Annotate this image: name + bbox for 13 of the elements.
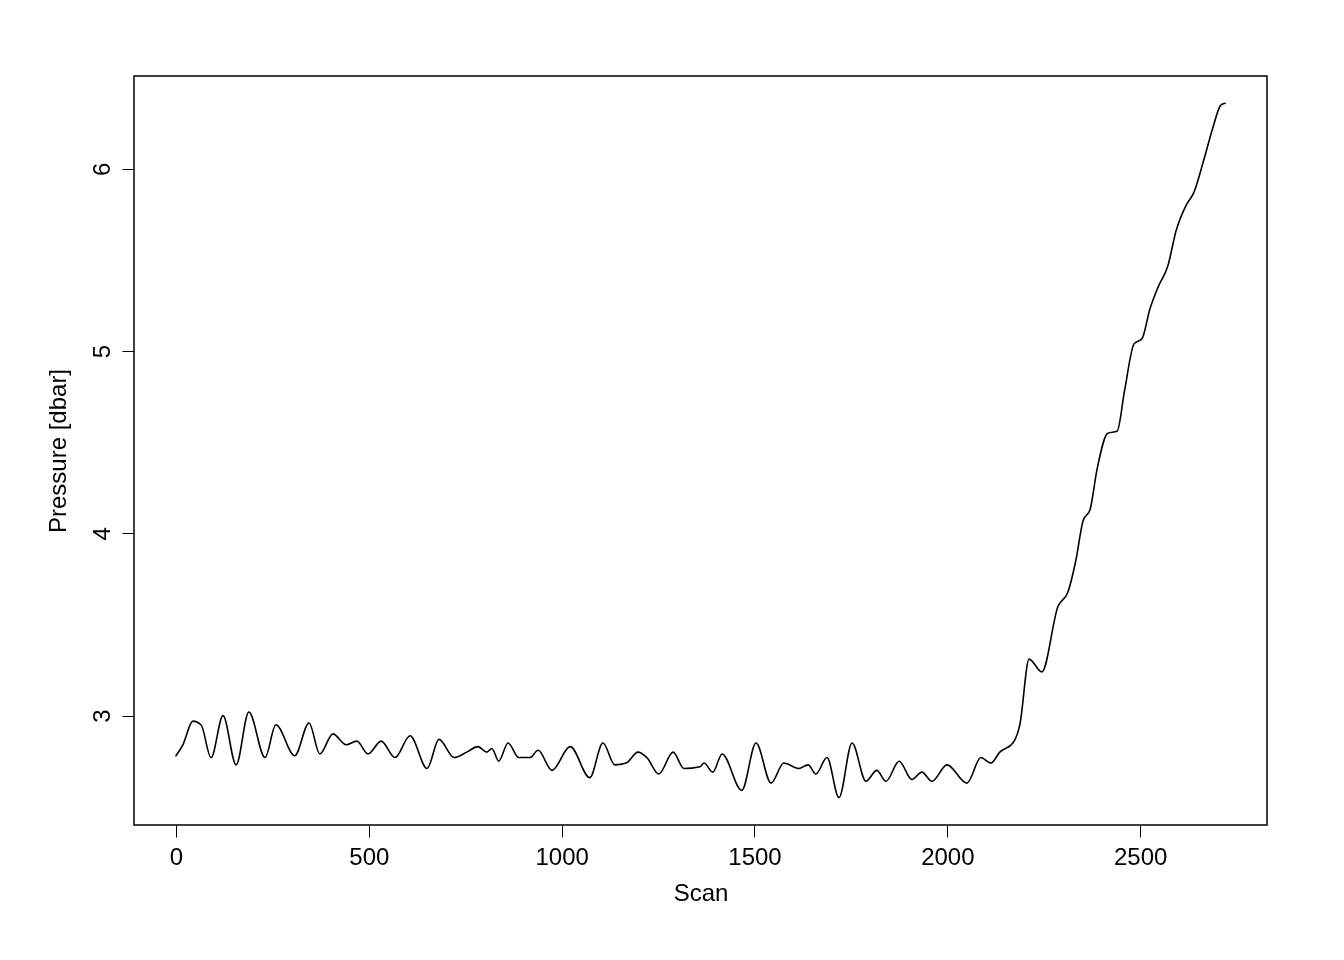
x-tick-label: 500 (349, 842, 390, 870)
y-tick-label: 4 (87, 527, 115, 541)
y-axis-title: Pressure [dbar] (43, 368, 71, 534)
x-tick-label: 2500 (1113, 842, 1168, 870)
y-tick-label: 6 (87, 162, 115, 177)
x-tick-label: 1000 (535, 842, 589, 870)
y-tick-label: 3 (87, 709, 115, 723)
x-tick-label: 2000 (921, 842, 975, 870)
x-tick-label: 0 (169, 842, 184, 870)
y-tick-label: 5 (87, 345, 115, 359)
line-series (175, 102, 1226, 799)
x-axis-title: Scan (673, 878, 729, 906)
x-tick-label: 1500 (728, 842, 782, 870)
